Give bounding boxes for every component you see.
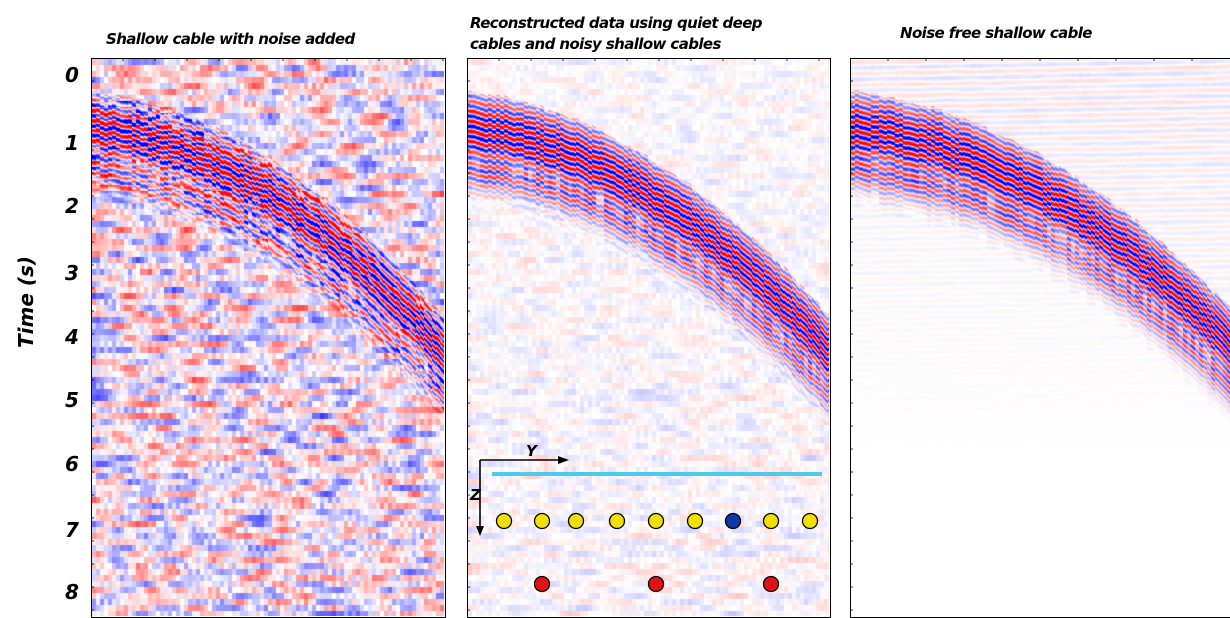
panel3-title: Noise free shallow cable (900, 24, 1092, 42)
y-tick-7: 7 (65, 518, 79, 542)
noisy-seismic-panel (91, 58, 446, 618)
reconstructed-seismic-image (468, 59, 829, 616)
panel1-title: Shallow cable with noise added (106, 30, 355, 48)
noise-free-seismic-image (851, 59, 1230, 616)
y-tick-1: 1 (65, 131, 79, 155)
reconstructed-seismic-panel (467, 58, 831, 618)
noise-free-seismic-panel (850, 58, 1230, 618)
noisy-seismic-image (92, 59, 444, 616)
y-tick-2: 2 (65, 194, 79, 218)
y-tick-0: 0 (65, 63, 79, 87)
y-tick-6: 6 (65, 452, 79, 476)
y-tick-4: 4 (65, 325, 79, 349)
panel2-title-line1: Reconstructed data using quiet deep (470, 14, 763, 32)
panel2-title-line2: cables and noisy shallow cables (470, 35, 721, 53)
y-tick-3: 3 (65, 261, 79, 285)
y-tick-5: 5 (65, 388, 79, 412)
y-tick-8: 8 (65, 580, 79, 604)
y-axis-label: Time (s) (14, 255, 38, 348)
